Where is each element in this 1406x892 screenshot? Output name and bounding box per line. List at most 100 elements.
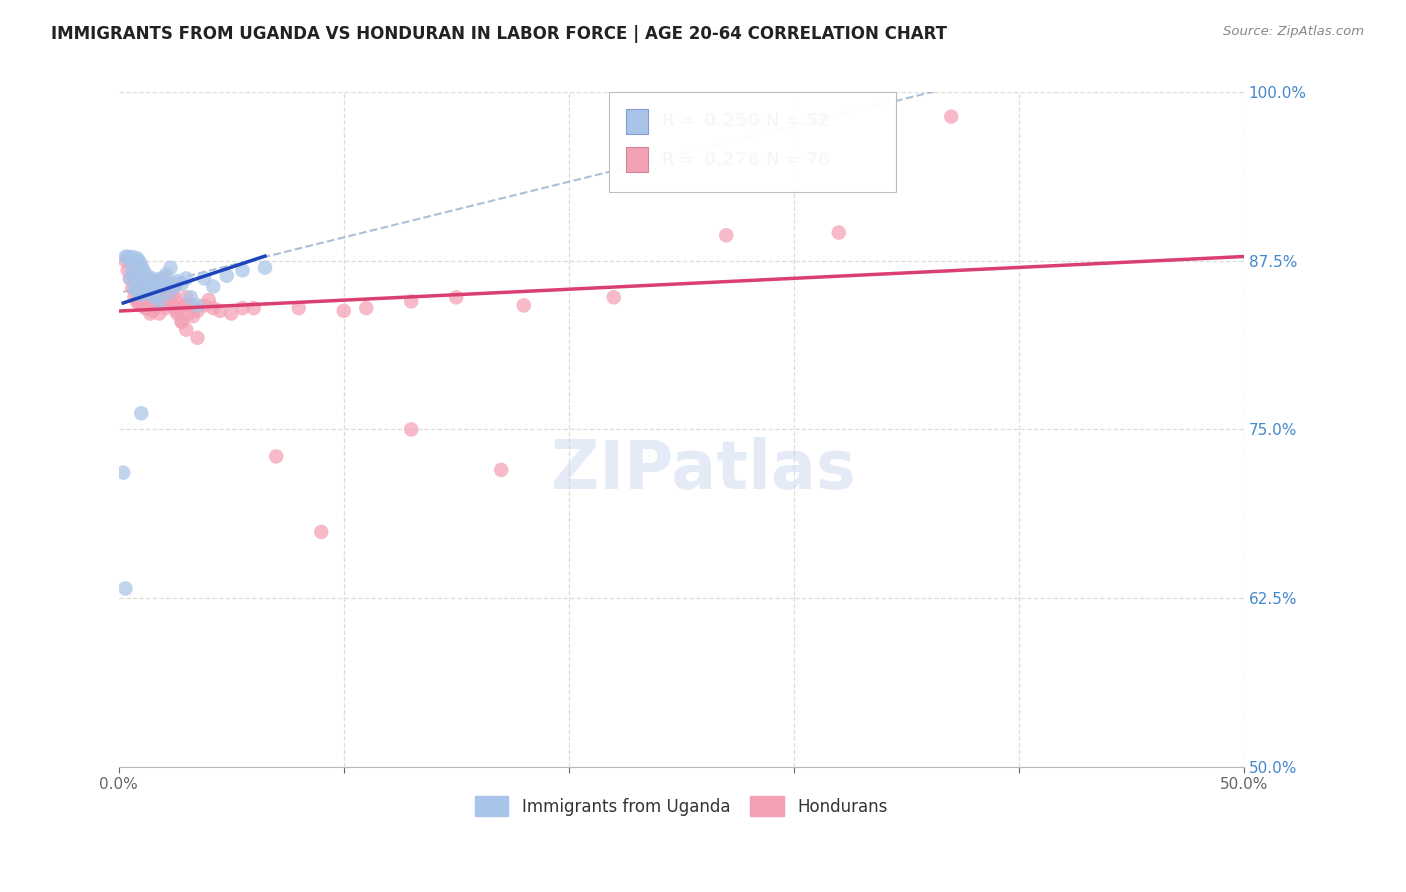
Point [162, 287, 184, 301]
Point [159, 298, 181, 312]
Text: 0.250: 0.250 [703, 112, 759, 130]
Point [128, 254, 150, 268]
Point [174, 290, 197, 304]
Point [148, 277, 170, 291]
Point [152, 271, 174, 285]
Point [177, 306, 200, 320]
Point [124, 268, 146, 283]
Point [129, 271, 152, 285]
Point [129, 287, 152, 301]
Point [354, 301, 377, 315]
Point [141, 287, 163, 301]
Point [118, 254, 141, 268]
Point [166, 274, 188, 288]
Point [170, 315, 193, 329]
Point [162, 298, 184, 312]
Point [148, 294, 170, 309]
Point [202, 279, 225, 293]
Point [157, 286, 180, 301]
Point [114, 254, 136, 268]
Point [231, 301, 253, 315]
Point [716, 228, 738, 243]
Point [129, 260, 152, 275]
Point [170, 277, 193, 291]
Point [128, 297, 150, 311]
Point [242, 301, 264, 315]
Point [186, 298, 208, 312]
Point [186, 331, 208, 345]
Point [253, 260, 276, 275]
Point [941, 110, 963, 124]
Point [193, 298, 215, 312]
Point [163, 279, 186, 293]
Text: Source: ZipAtlas.com: Source: ZipAtlas.com [1223, 25, 1364, 38]
Text: N =: N = [766, 112, 806, 130]
Point [143, 290, 166, 304]
Point [129, 406, 152, 420]
Point [157, 290, 180, 304]
Point [163, 293, 186, 307]
Point [399, 422, 422, 436]
Point [128, 284, 150, 298]
Point [125, 268, 148, 283]
Point [129, 297, 152, 311]
Point [166, 306, 188, 320]
Point [139, 306, 162, 320]
Point [132, 300, 155, 314]
Point [174, 323, 197, 337]
Point [128, 271, 150, 285]
Point [152, 281, 174, 295]
Point [125, 274, 148, 288]
Point [118, 271, 141, 285]
Text: R =: R = [662, 151, 702, 169]
Point [287, 301, 309, 315]
Point [143, 274, 166, 288]
Point [135, 301, 157, 315]
Point [129, 277, 152, 291]
Point [121, 281, 143, 295]
Point [135, 287, 157, 301]
Point [150, 297, 173, 311]
Point [143, 301, 166, 315]
Point [399, 294, 422, 309]
Point [174, 298, 197, 312]
Point [170, 315, 193, 329]
Point [112, 466, 135, 480]
Point [136, 286, 159, 301]
Point [121, 250, 143, 264]
Point [141, 271, 163, 285]
Point [132, 277, 155, 291]
Text: IMMIGRANTS FROM UGANDA VS HONDURAN IN LABOR FORCE | AGE 20-64 CORRELATION CHART: IMMIGRANTS FROM UGANDA VS HONDURAN IN LA… [51, 25, 946, 43]
Point [152, 277, 174, 291]
Point [202, 301, 225, 315]
Point [186, 303, 208, 318]
Point [128, 281, 150, 295]
Text: N =: N = [766, 151, 806, 169]
Point [141, 286, 163, 301]
Point [114, 250, 136, 264]
Point [124, 271, 146, 285]
Point [124, 290, 146, 304]
Point [125, 294, 148, 309]
Point [132, 282, 155, 296]
Point [174, 271, 197, 285]
Point [136, 285, 159, 299]
Point [446, 290, 468, 304]
Point [124, 281, 146, 295]
Point [264, 450, 287, 464]
Point [148, 306, 170, 320]
Point [332, 303, 354, 318]
Point [150, 271, 173, 285]
Point [121, 263, 143, 277]
Point [491, 463, 513, 477]
Point [193, 271, 215, 285]
Point [135, 282, 157, 296]
Point [166, 303, 188, 318]
Point [215, 268, 238, 283]
Point [163, 279, 186, 293]
Point [152, 293, 174, 307]
Point [231, 263, 253, 277]
Point [117, 250, 139, 264]
Point [135, 268, 157, 282]
Point [159, 260, 181, 275]
